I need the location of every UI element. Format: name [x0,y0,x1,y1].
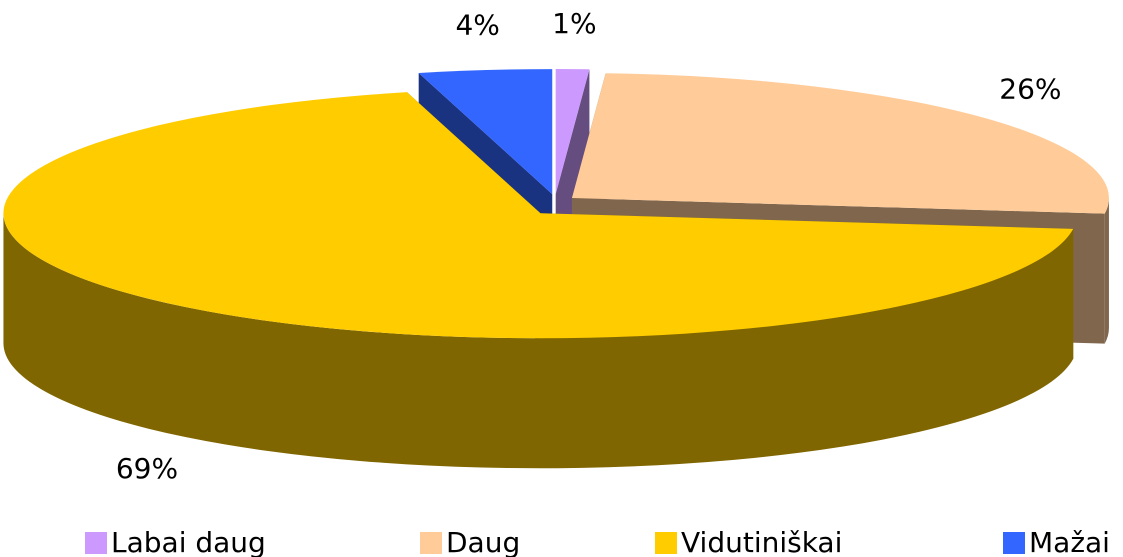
data-labels: 1% 26% 69% 4% [116,7,1062,485]
legend-swatch [420,532,442,554]
slice-outer-wall [3,213,1074,469]
legend-swatch [85,532,107,554]
data-label: 1% [552,7,596,40]
slice [3,92,1074,339]
slice-outer-wall [1104,197,1109,344]
legend-label: Vidutiniškai [681,526,842,557]
legend-swatch [655,532,677,554]
legend-label: Daug [446,526,520,557]
data-label: 69% [116,452,178,485]
legend: Labai daug Daug Vidutiniškai Mažai [85,526,1110,557]
legend-label: Labai daug [111,526,266,557]
legend-swatch [1003,532,1025,554]
pie-tops [3,69,1109,339]
slice [571,73,1109,214]
slice [418,69,553,195]
data-label: 4% [455,8,499,41]
slice [555,69,590,195]
data-label: 26% [999,72,1061,105]
legend-label: Mažai [1029,526,1110,557]
